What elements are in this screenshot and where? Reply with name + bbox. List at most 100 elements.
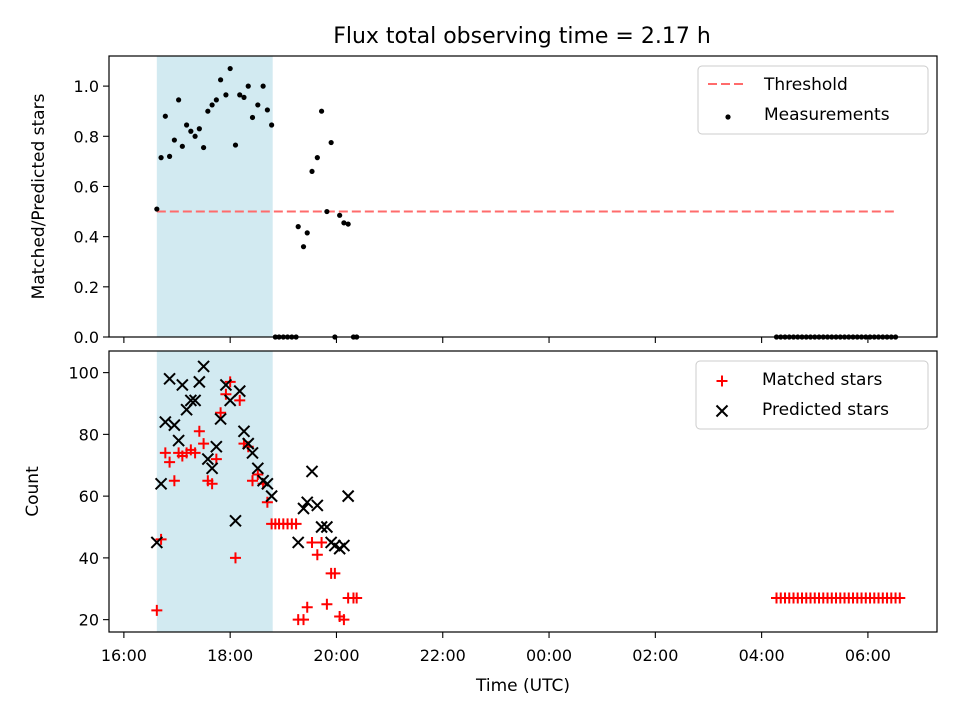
matched-star-point <box>198 438 210 450</box>
matched-star-point <box>290 518 302 530</box>
measurement-point <box>269 122 275 128</box>
predicted-star-point <box>176 378 189 392</box>
predicted-star-point <box>301 496 314 509</box>
x-ticks-top <box>123 337 869 343</box>
matched-star-point <box>894 592 906 604</box>
measurement-point <box>209 102 215 108</box>
legend-measurements-swatch <box>725 114 731 120</box>
matched-star-point <box>298 614 310 626</box>
y-tick-label: 0.4 <box>74 228 99 247</box>
matched-star-point <box>351 592 363 604</box>
predicted-star-point <box>237 425 251 438</box>
axes-frame-top <box>108 55 938 338</box>
measurement-point <box>192 133 198 139</box>
matched-star-point <box>189 447 201 459</box>
legend-label: Threshold <box>763 75 848 95</box>
matched-star-point <box>215 407 227 419</box>
x-tick-label: 20:00 <box>313 646 359 665</box>
x-tick-label: 02:00 <box>632 646 678 665</box>
predicted-star-point <box>305 465 319 478</box>
predicted-star-point <box>154 477 168 490</box>
matched-star-point <box>261 496 273 508</box>
measurement-point <box>328 139 334 146</box>
measurement-point <box>300 244 307 250</box>
matched-star-point <box>311 549 323 561</box>
x-tick-label: 22:00 <box>420 646 466 665</box>
matched-star-point <box>168 475 180 487</box>
measurement-point <box>255 102 261 108</box>
figure-title: Flux total observing time = 2.17 h <box>333 24 711 49</box>
y-tick-label: 0.6 <box>74 177 99 196</box>
predicted-star-point <box>214 412 227 426</box>
measurement-point <box>309 168 315 175</box>
predicted-star-point <box>246 446 259 460</box>
measurement-point <box>318 108 325 114</box>
predicted-star-point <box>184 394 198 407</box>
predicted-star-point <box>172 434 185 447</box>
measurement-point <box>260 83 266 89</box>
x-axis-label: Time (UTC) <box>475 676 570 696</box>
legend-predicted-swatch <box>715 404 729 418</box>
measurement-point <box>341 220 347 226</box>
shaded-region-bottom <box>156 351 273 632</box>
ratio-marks <box>154 65 899 340</box>
matched-star-point <box>338 614 350 626</box>
predicted-star-point <box>150 536 164 549</box>
measurement-point <box>345 221 351 227</box>
measurement-point <box>162 113 168 119</box>
predicted-star-point <box>297 502 310 515</box>
predicted-star-point <box>311 499 324 512</box>
y-tick-label: 0.2 <box>74 278 99 297</box>
legend-label: Matched stars <box>762 370 882 390</box>
measurement-point <box>205 108 211 114</box>
measurement-point <box>264 107 270 113</box>
matched-star-point <box>151 604 163 616</box>
predicted-star-point <box>242 437 255 450</box>
matched-star-point <box>229 552 241 564</box>
y-tick-label: 0.0 <box>74 328 99 347</box>
measurement-point <box>158 155 164 161</box>
matched-star-point <box>316 536 328 548</box>
predicted-star-point <box>197 360 210 373</box>
matched-star-point <box>306 536 318 548</box>
predicted-star-point <box>315 520 328 534</box>
y-tick-label: 60 <box>79 487 99 506</box>
legend-matched-swatch <box>716 375 728 387</box>
y-tick-label: 0.8 <box>74 127 99 146</box>
x-tick-label: 16:00 <box>101 646 147 665</box>
x-tick-label: 06:00 <box>845 646 891 665</box>
matched-star-point <box>321 598 333 610</box>
matched-star-point <box>220 388 232 400</box>
measurement-point <box>304 230 310 236</box>
shaded-region-top <box>156 56 273 337</box>
measurement-point <box>223 92 229 98</box>
matched-star-point <box>234 394 246 406</box>
y-axis-label-top: Matched/Predicted stars <box>29 93 49 299</box>
measurement-point <box>218 77 224 83</box>
predicted-star-point <box>233 384 246 398</box>
measurement-point <box>166 153 173 159</box>
predicted-star-point <box>210 440 223 453</box>
measurement-point <box>200 144 207 151</box>
matched-star-point <box>252 469 264 481</box>
matched-star-point <box>159 447 171 459</box>
measurement-point <box>249 114 256 121</box>
y-tick-label: 20 <box>79 611 99 630</box>
count-marks <box>150 360 906 626</box>
x-tick-label: 04:00 <box>739 646 785 665</box>
measurement-point <box>241 94 247 100</box>
legend-bottom: Matched stars Predicted stars <box>695 360 929 430</box>
predicted-star-point <box>201 452 215 466</box>
predicted-star-point <box>229 514 242 528</box>
measurement-point <box>227 65 233 72</box>
predicted-star-point <box>337 539 351 552</box>
matched-star-point <box>329 567 341 579</box>
predicted-star-point <box>265 489 278 503</box>
measurement-point <box>232 142 239 148</box>
measurement-point <box>179 143 185 149</box>
panel-ratio: 0.0 0.2 0.4 0.6 0.8 1.0 Matched/Predicted sta… <box>29 55 938 347</box>
predicted-star-point <box>341 489 355 503</box>
x-ticks-bottom: 16:00 18:00 20:00 22:00 00:00 02:00 04:00 06:00 <box>101 632 891 665</box>
predicted-star-point <box>159 415 172 429</box>
